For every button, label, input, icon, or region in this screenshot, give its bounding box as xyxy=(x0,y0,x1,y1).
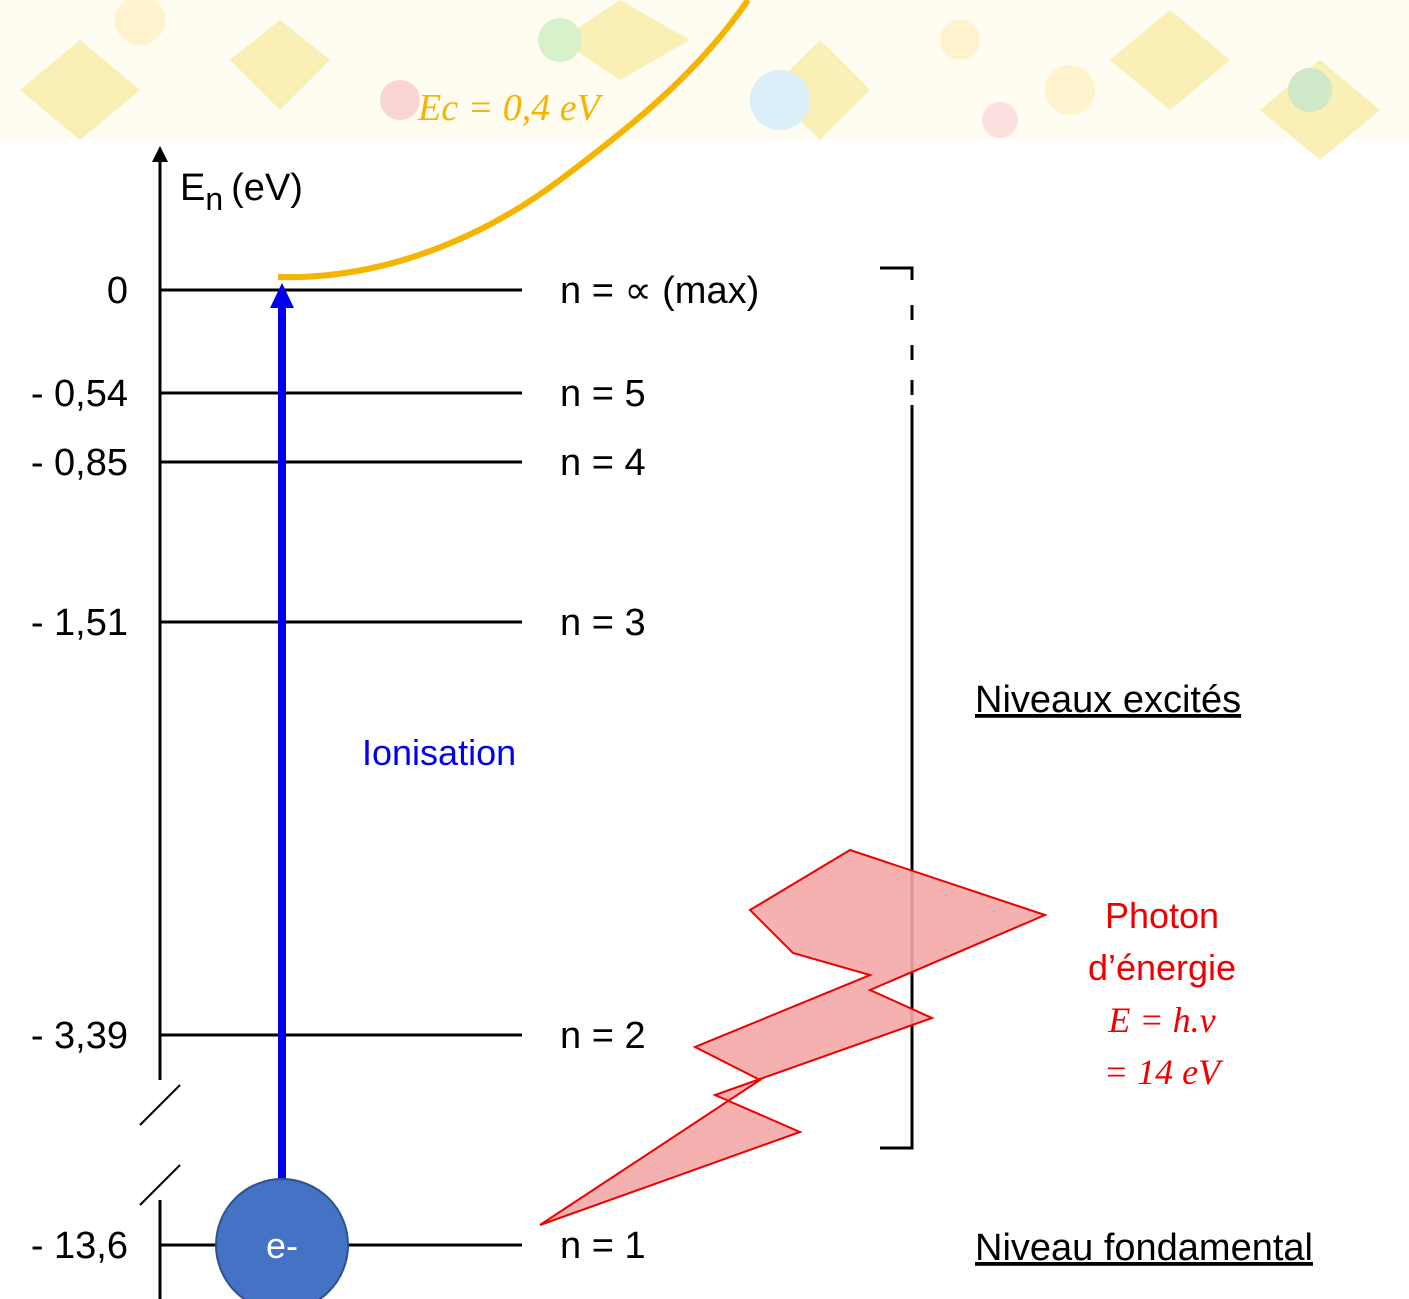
kinetic-label: Ec = 0,4 eV xyxy=(417,87,604,129)
electron-label: e- xyxy=(266,1225,298,1266)
photon-line: E = h.ν xyxy=(1107,1000,1215,1040)
level-label: n = 3 xyxy=(560,602,646,644)
axis-arrow xyxy=(152,146,168,162)
level-energy: - 13,6 xyxy=(31,1225,128,1267)
photon-label: Photon d’énergie E = h.ν = 14 eV xyxy=(1088,895,1236,1092)
level-energy: - 3,39 xyxy=(31,1015,128,1057)
photon-line: d’énergie xyxy=(1088,947,1236,988)
axis-title: En(eV) xyxy=(180,167,303,217)
axis-subscript: n xyxy=(205,181,223,217)
diagram: En(eV) 0 n = ∝ (max) - 0,54 n = 5 - 0,85 n = … xyxy=(0,0,1409,1299)
level-label: n = ∝ (max) xyxy=(560,270,759,312)
level-energy: - 1,51 xyxy=(31,602,128,644)
axis-unit: (eV) xyxy=(231,167,303,209)
axis-symbol: E xyxy=(180,167,205,209)
arrow-head xyxy=(270,283,294,308)
photon-line: = 14 eV xyxy=(1104,1052,1224,1092)
level-energy: - 0,85 xyxy=(31,442,128,484)
body: En(eV) 0 n = ∝ (max) - 0,54 n = 5 - 0,85 n = … xyxy=(0,0,1409,1299)
level-label: n = 1 xyxy=(560,1225,646,1267)
banner xyxy=(0,0,1409,160)
level-label: n = 2 xyxy=(560,1015,646,1057)
ground-label: Niveau fondamental xyxy=(975,1227,1313,1269)
ionisation-label: Ionisation xyxy=(362,732,516,773)
page: Diagramme d'énergie {"axis": {"symbol": … xyxy=(0,0,1409,1299)
level-label: n = 5 xyxy=(560,373,646,415)
excited-label: Niveaux excités xyxy=(975,679,1241,721)
photon-line: Photon xyxy=(1105,895,1219,936)
level-label: n = 4 xyxy=(560,442,646,484)
level-energy: 0 xyxy=(107,270,128,312)
level-energy: - 0,54 xyxy=(31,373,128,415)
